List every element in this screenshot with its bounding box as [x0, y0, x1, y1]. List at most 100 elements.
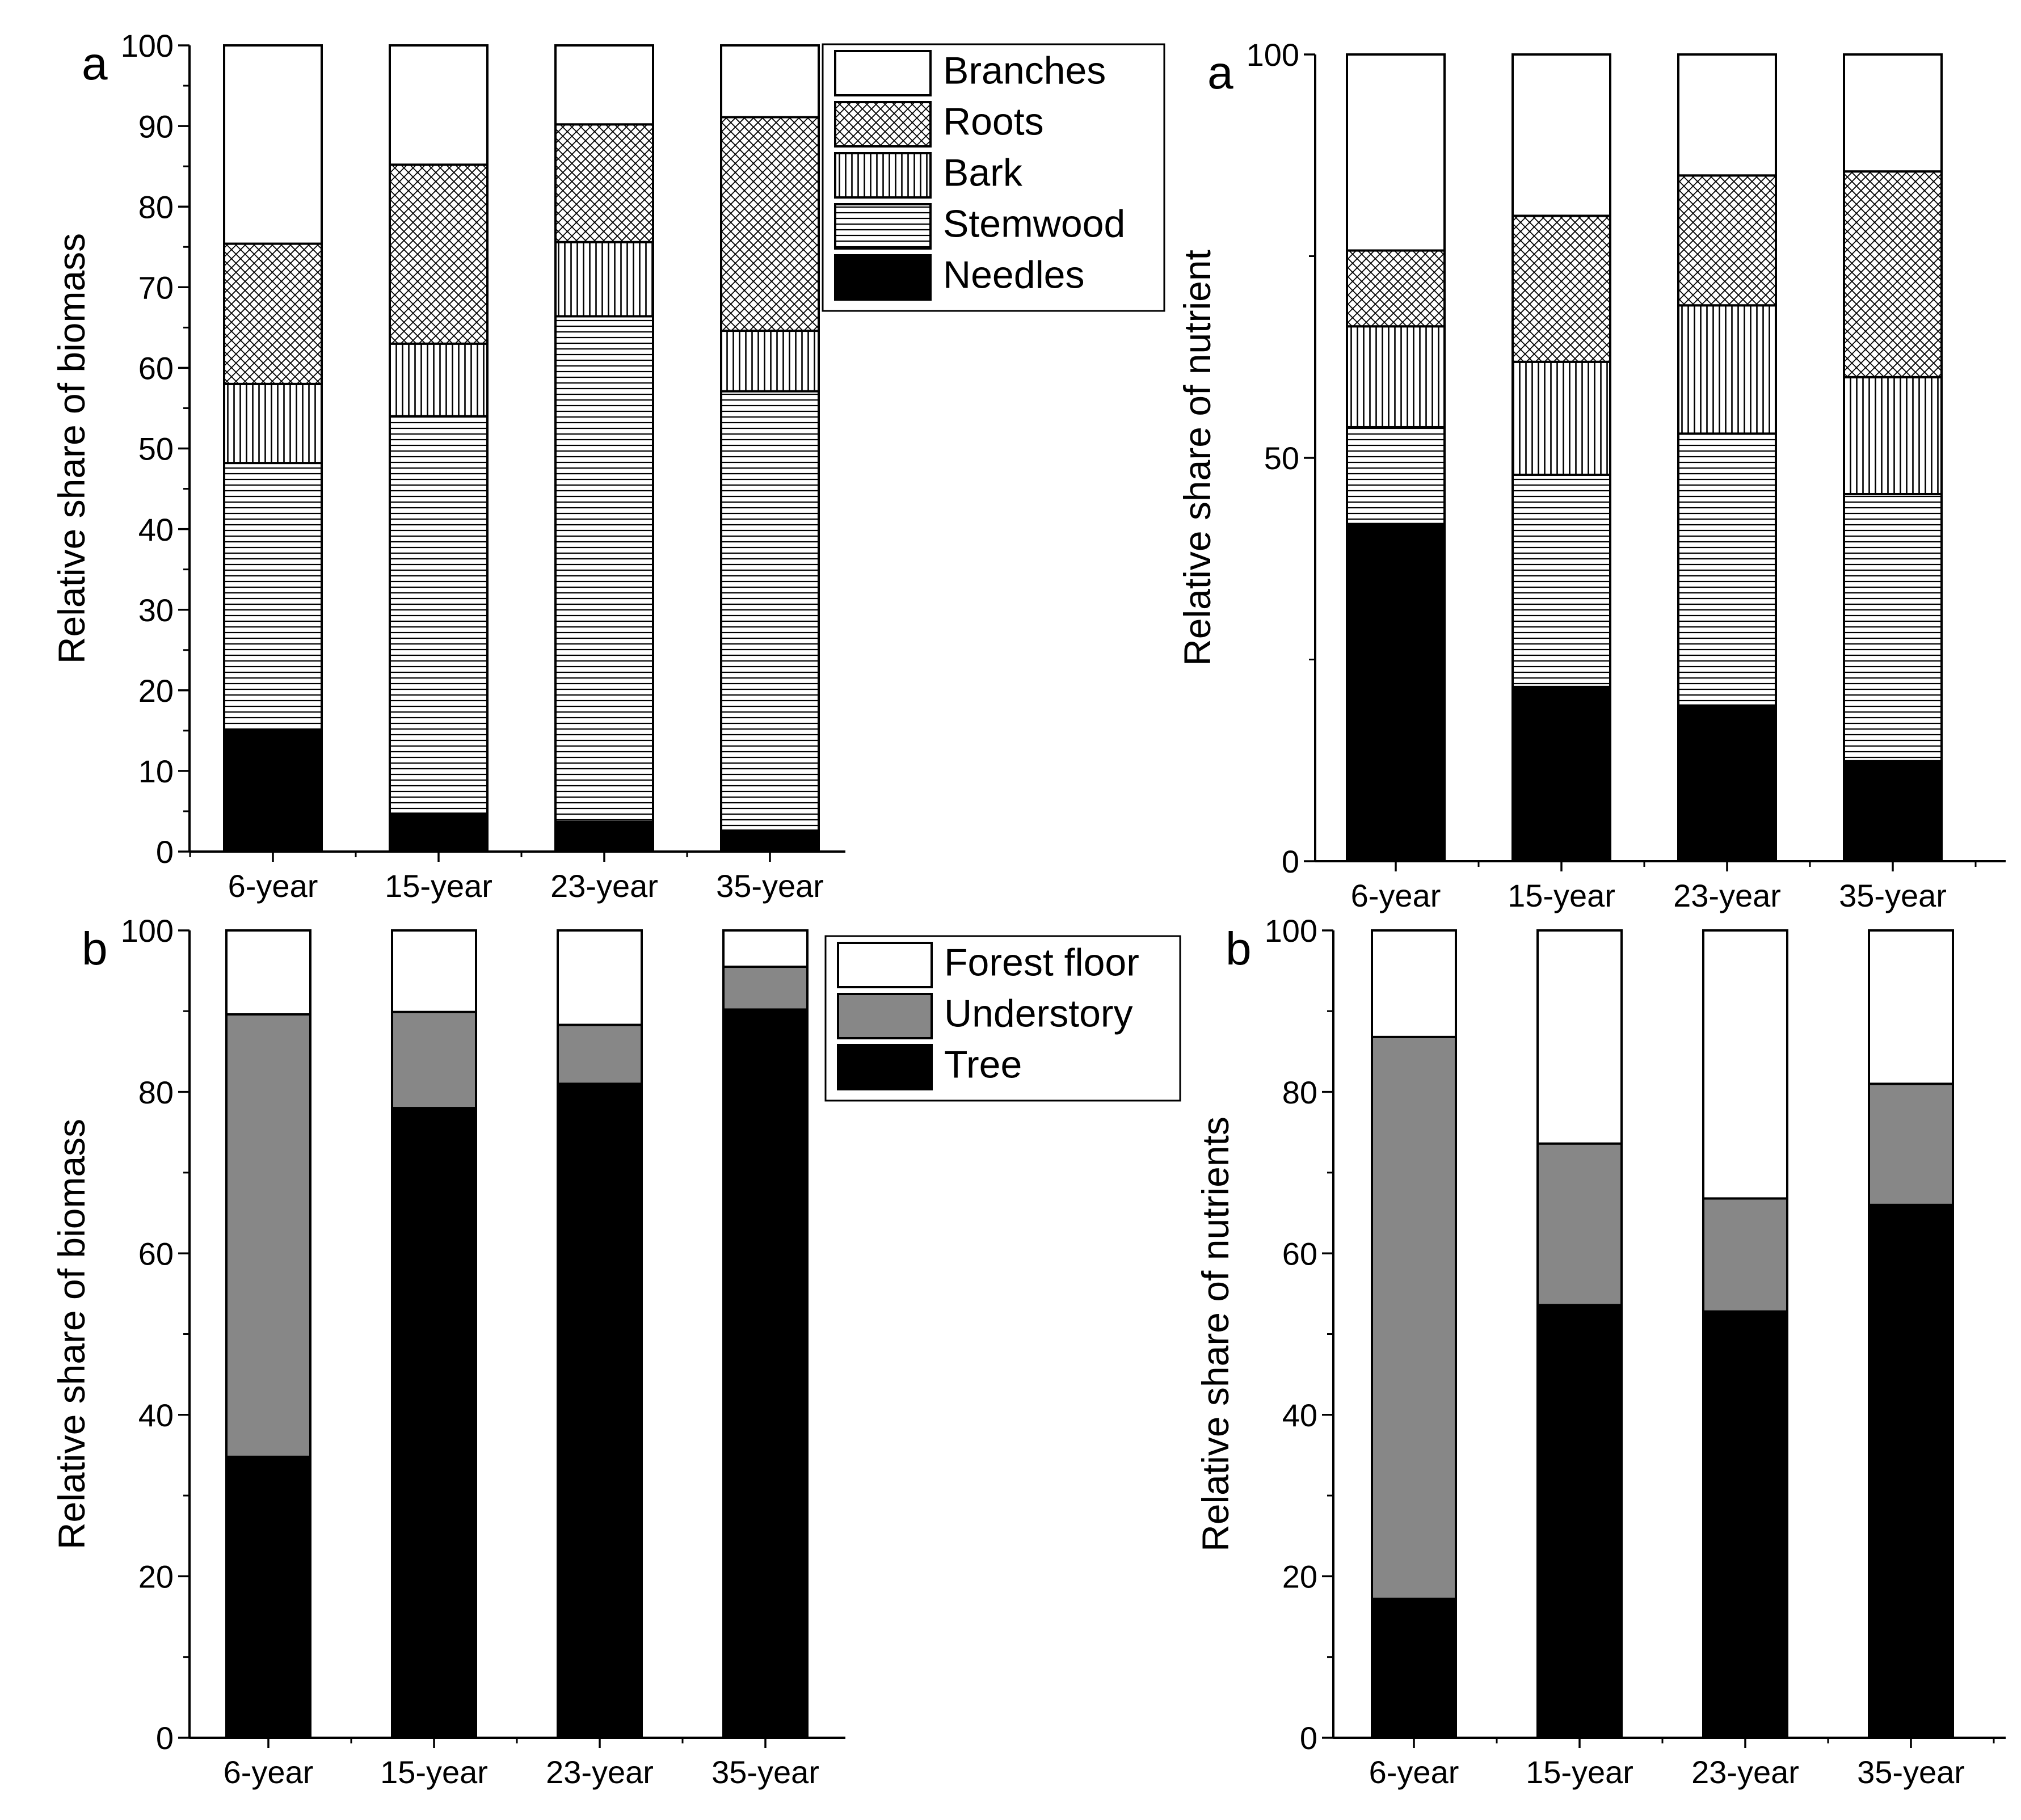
bar-stemwood-35-year — [720, 390, 820, 832]
bar-roots-6-year — [223, 242, 323, 385]
bar-forest-floor-35-year — [722, 929, 809, 968]
x-tick-label-23-year: 23-year — [546, 1754, 654, 1790]
bar-tree-15-year — [391, 1107, 477, 1739]
bar-bark-6-year — [223, 382, 323, 465]
bar-bark-35-year — [1843, 376, 1943, 495]
y-tick-label: 10 — [138, 753, 174, 789]
bar-understory-23-year — [1702, 1197, 1788, 1313]
bar-stemwood-35-year — [1843, 492, 1943, 762]
x-tick-label-15-year: 15-year — [380, 1754, 488, 1790]
panel-a-nutrient: 0 50 100 Relative share of nutrient a 6-year 1… — [1176, 37, 2006, 913]
y-tick-label: 0 — [156, 834, 174, 870]
bar-understory-35-year — [722, 966, 809, 1011]
bar-stemwood-15-year — [389, 415, 489, 815]
y-tick-label: 0 — [1282, 844, 1299, 879]
x-tick-label-23-year: 23-year — [1673, 878, 1781, 913]
x-tick-label-23-year: 23-year — [550, 868, 658, 904]
bar-needles-15-year — [1511, 685, 1611, 863]
bar-branches-35-year — [720, 44, 820, 119]
bar-forest-floor-23-year — [1702, 929, 1788, 1200]
bar-tree-35-year — [1868, 1203, 1954, 1739]
y-tick-label: 0 — [1300, 1720, 1317, 1756]
bar-forest-floor-23-year — [557, 929, 643, 1026]
y-tick-label: 30 — [138, 592, 174, 628]
bar-stemwood-15-year — [1511, 473, 1611, 688]
y-tick-label: 40 — [138, 512, 174, 547]
legend-swatch-understory — [837, 993, 933, 1039]
bar-needles-23-year — [1677, 704, 1777, 862]
y-tick-label: 20 — [1282, 1559, 1317, 1595]
y-tick-label: 100 — [1265, 913, 1317, 949]
bar-branches-6-year — [223, 44, 323, 245]
y-tick-label: 80 — [1282, 1075, 1317, 1110]
bar-roots-23-year — [554, 123, 654, 243]
bar-roots-35-year — [720, 116, 820, 332]
bar-stemwood-6-year — [1346, 425, 1446, 525]
y-tick-label: 50 — [138, 431, 174, 467]
x-tick-label-6-year: 6-year — [224, 1754, 314, 1790]
bar-bark-35-year — [720, 330, 820, 393]
bar-branches-15-year — [1511, 53, 1611, 217]
y-tick-label: 60 — [138, 1236, 174, 1271]
panel-label: a — [1207, 47, 1233, 99]
bar-roots-35-year — [1843, 170, 1943, 378]
legend-label-forest-floor: Forest floor — [944, 941, 1139, 984]
bar-branches-15-year — [389, 44, 489, 166]
x-tick-label-15-year: 15-year — [1508, 878, 1615, 913]
legend-swatch-tree — [837, 1044, 933, 1090]
bar-roots-6-year — [1346, 249, 1446, 328]
x-tick-label-35-year: 35-year — [711, 1754, 819, 1790]
bar-understory-6-year — [225, 1013, 311, 1458]
bar-needles-15-year — [389, 812, 489, 853]
bar-tree-15-year — [1536, 1304, 1623, 1739]
x-tick-label-23-year: 23-year — [1691, 1754, 1799, 1790]
x-tick-label-15-year: 15-year — [1526, 1754, 1633, 1790]
bar-branches-35-year — [1843, 53, 1943, 173]
y-tick-label: 100 — [1247, 37, 1299, 73]
bar-needles-23-year — [554, 820, 654, 853]
bar-forest-floor-35-year — [1868, 929, 1954, 1085]
y-tick-label: 20 — [138, 1559, 174, 1595]
bar-branches-6-year — [1346, 53, 1446, 252]
bar-understory-6-year — [1371, 1035, 1457, 1600]
y-axis-title: Relative share of nutrients — [1194, 1117, 1236, 1552]
y-tick-label: 40 — [138, 1397, 174, 1433]
y-tick-label: 20 — [138, 673, 174, 709]
legend-label-stemwood: Stemwood — [943, 203, 1125, 246]
x-tick-label-35-year: 35-year — [1839, 878, 1947, 913]
y-tick-label: 100 — [121, 28, 174, 64]
y-tick-label: 50 — [1264, 440, 1299, 476]
legend-swatch-bark — [834, 152, 932, 199]
bar-stemwood-23-year — [554, 315, 654, 823]
bar-tree-6-year — [225, 1455, 311, 1739]
bar-forest-floor-6-year — [225, 929, 311, 1016]
panel-b-biomass: 0 20 40 60 80 100 Relative share of biomass b 6-… — [50, 913, 1181, 1790]
x-tick-label-35-year: 35-year — [1857, 1754, 1965, 1790]
legend-swatch-roots — [834, 101, 932, 148]
bar-tree-6-year — [1371, 1598, 1457, 1739]
y-tick-label: 90 — [138, 108, 174, 144]
x-tick-label-6-year: 6-year — [228, 868, 318, 904]
bar-forest-floor-15-year — [1536, 929, 1623, 1145]
legend-label-bark: Bark — [943, 151, 1023, 195]
bar-roots-23-year — [1677, 174, 1777, 307]
bar-forest-floor-6-year — [1371, 929, 1457, 1038]
bar-bark-15-year — [1511, 360, 1611, 476]
bar-branches-23-year — [554, 44, 654, 126]
bar-needles-6-year — [1346, 523, 1446, 862]
bar-roots-15-year — [1511, 214, 1611, 363]
panel-b-nutrients: 0 20 40 60 80 100 Relative share of nutrients b… — [1194, 913, 2006, 1790]
x-tick-label-15-year: 15-year — [385, 868, 492, 904]
panel-label: a — [82, 38, 108, 90]
legend-label-tree: Tree — [944, 1043, 1022, 1086]
y-tick-label: 40 — [1282, 1397, 1317, 1433]
y-axis-title: Relative share of nutrient — [1176, 250, 1218, 666]
bar-understory-35-year — [1868, 1082, 1954, 1206]
legend-label-branches: Branches — [943, 49, 1106, 92]
legend-label-understory: Understory — [944, 992, 1133, 1035]
y-axis-title: Relative share of biomass — [50, 1119, 92, 1549]
bar-tree-23-year — [557, 1082, 643, 1739]
bar-tree-23-year — [1702, 1310, 1788, 1739]
bar-needles-35-year — [1843, 760, 1943, 862]
